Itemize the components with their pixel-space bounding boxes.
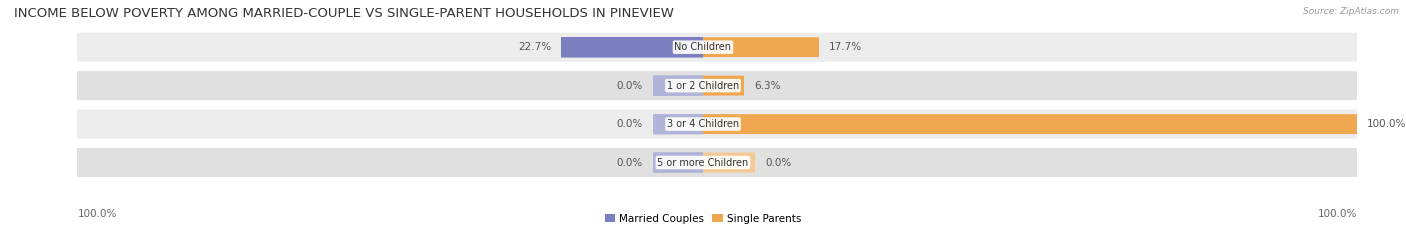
Text: Source: ZipAtlas.com: Source: ZipAtlas.com: [1303, 7, 1399, 16]
FancyBboxPatch shape: [58, 70, 1376, 102]
Text: 17.7%: 17.7%: [828, 42, 862, 52]
FancyBboxPatch shape: [702, 37, 821, 57]
Text: 3 or 4 Children: 3 or 4 Children: [666, 119, 740, 129]
FancyBboxPatch shape: [58, 31, 1376, 63]
FancyBboxPatch shape: [651, 114, 704, 134]
FancyBboxPatch shape: [557, 37, 707, 58]
FancyBboxPatch shape: [651, 152, 704, 173]
FancyBboxPatch shape: [703, 76, 745, 96]
FancyBboxPatch shape: [58, 108, 1376, 140]
FancyBboxPatch shape: [702, 153, 756, 172]
Text: 0.0%: 0.0%: [617, 158, 643, 168]
Text: 22.7%: 22.7%: [517, 42, 551, 52]
FancyBboxPatch shape: [693, 114, 1367, 134]
Text: 100.0%: 100.0%: [77, 209, 117, 219]
FancyBboxPatch shape: [58, 147, 1376, 178]
Text: INCOME BELOW POVERTY AMONG MARRIED-COUPLE VS SINGLE-PARENT HOUSEHOLDS IN PINEVIE: INCOME BELOW POVERTY AMONG MARRIED-COUPL…: [14, 7, 673, 20]
Text: 5 or more Children: 5 or more Children: [658, 158, 748, 168]
Text: 1 or 2 Children: 1 or 2 Children: [666, 81, 740, 91]
Legend: Married Couples, Single Parents: Married Couples, Single Parents: [600, 209, 806, 228]
Text: 0.0%: 0.0%: [617, 81, 643, 91]
FancyBboxPatch shape: [651, 75, 704, 96]
Text: No Children: No Children: [675, 42, 731, 52]
Text: 0.0%: 0.0%: [765, 158, 792, 168]
Text: 100.0%: 100.0%: [1317, 209, 1357, 219]
Text: 6.3%: 6.3%: [754, 81, 780, 91]
Text: 100.0%: 100.0%: [1367, 119, 1406, 129]
Text: 0.0%: 0.0%: [617, 119, 643, 129]
